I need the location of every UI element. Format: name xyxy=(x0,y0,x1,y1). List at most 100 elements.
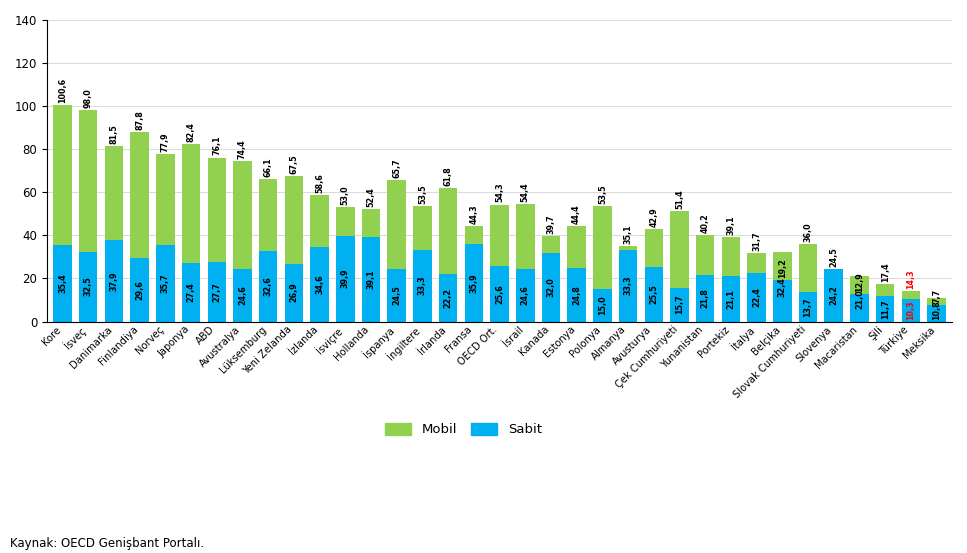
Bar xyxy=(901,291,921,299)
Text: 32,6: 32,6 xyxy=(264,276,273,296)
Text: 37,9: 37,9 xyxy=(109,271,118,290)
Bar xyxy=(593,206,612,289)
Text: 24,5: 24,5 xyxy=(830,247,838,267)
Text: 35,1: 35,1 xyxy=(624,224,632,244)
Bar xyxy=(747,273,766,321)
Text: 66,1: 66,1 xyxy=(264,158,273,177)
Text: 25,6: 25,6 xyxy=(495,284,504,304)
Text: 39,9: 39,9 xyxy=(340,269,350,288)
Bar xyxy=(490,205,509,267)
Bar xyxy=(362,208,380,237)
Text: 27,7: 27,7 xyxy=(213,282,221,301)
Text: 54,4: 54,4 xyxy=(521,182,530,202)
Bar xyxy=(439,189,457,274)
Text: 40,2: 40,2 xyxy=(701,213,710,233)
Bar xyxy=(439,274,457,321)
Bar xyxy=(464,244,484,321)
Bar xyxy=(773,252,792,321)
Text: 24,2: 24,2 xyxy=(830,285,838,305)
Bar xyxy=(79,111,98,252)
Bar xyxy=(825,269,843,321)
Bar xyxy=(233,269,251,321)
Text: 10,3: 10,3 xyxy=(906,301,916,320)
Text: 21,1: 21,1 xyxy=(726,289,736,309)
Bar xyxy=(208,158,226,262)
Text: 54,3: 54,3 xyxy=(495,183,504,202)
Text: 82,4: 82,4 xyxy=(187,122,195,142)
Bar xyxy=(927,298,946,305)
Text: 27,4: 27,4 xyxy=(187,282,195,302)
Bar xyxy=(388,269,406,321)
Text: 76,1: 76,1 xyxy=(213,136,221,155)
Text: 42,9: 42,9 xyxy=(649,207,659,227)
Bar xyxy=(284,264,303,321)
Text: 67,5: 67,5 xyxy=(289,154,299,174)
Text: 24,6: 24,6 xyxy=(238,285,247,305)
Bar xyxy=(208,262,226,321)
Text: 26,9: 26,9 xyxy=(289,283,299,302)
Bar xyxy=(901,299,921,321)
Bar xyxy=(799,244,817,292)
Text: 24,8: 24,8 xyxy=(572,285,581,305)
Bar xyxy=(593,289,612,321)
Text: 35,7: 35,7 xyxy=(161,273,170,293)
Bar xyxy=(310,247,329,321)
Bar xyxy=(670,288,689,321)
Bar xyxy=(104,240,123,321)
Text: 24,6: 24,6 xyxy=(521,285,530,305)
Text: 52,4: 52,4 xyxy=(366,187,375,206)
Bar xyxy=(773,252,792,280)
Bar xyxy=(721,276,740,321)
Bar xyxy=(850,276,868,321)
Bar xyxy=(337,207,355,236)
Bar xyxy=(927,298,946,321)
Bar xyxy=(516,205,535,269)
Bar xyxy=(310,195,329,247)
Text: 31,7: 31,7 xyxy=(752,232,761,251)
Text: 44,4: 44,4 xyxy=(572,204,581,224)
Bar xyxy=(131,258,149,321)
Text: 81,5: 81,5 xyxy=(109,124,118,144)
Text: 36,0: 36,0 xyxy=(804,222,812,242)
Text: 10,8: 10,8 xyxy=(932,300,941,320)
Text: 58,6: 58,6 xyxy=(315,174,324,193)
Text: 32,0: 32,0 xyxy=(546,277,555,297)
Text: 21,0: 21,0 xyxy=(855,289,864,309)
Text: 13,7: 13,7 xyxy=(804,297,812,316)
Text: 25,5: 25,5 xyxy=(649,284,659,304)
Bar xyxy=(747,253,766,273)
Text: 98,0: 98,0 xyxy=(84,88,93,108)
Bar xyxy=(645,267,663,321)
Text: 33,3: 33,3 xyxy=(418,276,426,295)
Bar xyxy=(516,269,535,321)
Bar xyxy=(104,146,123,240)
Text: 15,7: 15,7 xyxy=(675,295,684,315)
Bar xyxy=(337,236,355,321)
Bar xyxy=(182,263,200,321)
Text: 19,2: 19,2 xyxy=(777,258,787,278)
Bar xyxy=(156,154,175,244)
Text: 53,0: 53,0 xyxy=(340,186,350,205)
Text: 35,4: 35,4 xyxy=(58,274,67,293)
Bar xyxy=(619,246,637,250)
Text: 35,9: 35,9 xyxy=(469,273,479,293)
Bar xyxy=(619,250,637,321)
Bar xyxy=(259,251,278,321)
Bar xyxy=(388,180,406,269)
Bar xyxy=(542,253,560,321)
Text: 77,9: 77,9 xyxy=(161,132,170,152)
Text: 100,6: 100,6 xyxy=(58,77,67,103)
Text: 44,3: 44,3 xyxy=(469,204,479,224)
Text: 74,4: 74,4 xyxy=(238,139,247,159)
Bar xyxy=(850,276,868,294)
Text: 11,7: 11,7 xyxy=(881,299,890,319)
Text: 53,5: 53,5 xyxy=(598,185,607,204)
Bar xyxy=(131,132,149,258)
Text: 39,7: 39,7 xyxy=(546,214,555,234)
Bar xyxy=(284,176,303,264)
Text: 24,5: 24,5 xyxy=(393,285,401,305)
Bar xyxy=(721,237,740,276)
Bar xyxy=(413,250,431,321)
Bar xyxy=(53,105,72,246)
Bar xyxy=(696,275,715,321)
